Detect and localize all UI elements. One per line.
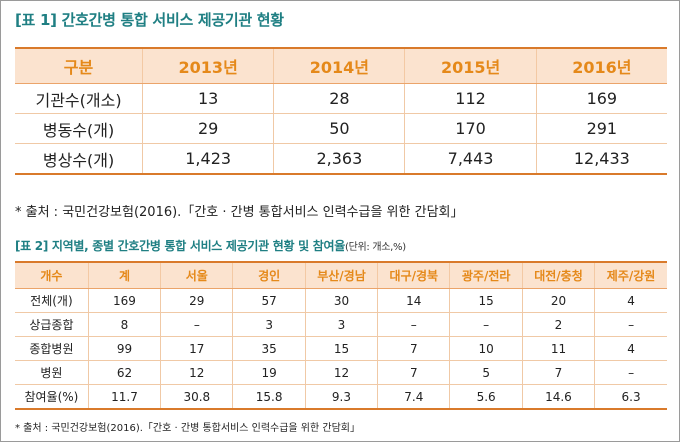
table1: 구분 2013년 2014년 2015년 2016년 기관수(개소) 13 28… bbox=[15, 47, 667, 175]
table2-cell: 7.4 bbox=[377, 384, 450, 410]
table2-header-cell: 광주/전라 bbox=[449, 261, 523, 289]
table1-header-cell: 2016년 bbox=[535, 47, 667, 84]
table1-cell: 50 bbox=[273, 113, 405, 144]
table2-cell: 7 bbox=[377, 336, 450, 361]
table1-cell: 29 bbox=[142, 113, 274, 144]
table1-row-label: 병동수(개) bbox=[15, 113, 143, 144]
table2-cell: 35 bbox=[232, 336, 306, 361]
table2-cell: 2 bbox=[521, 312, 595, 337]
table2-cell: 4 bbox=[594, 336, 667, 361]
table2-cell: 6.3 bbox=[594, 384, 667, 410]
table2-row: 전체(개) 169 29 57 30 14 15 20 4 bbox=[15, 288, 667, 313]
table2-title: [표 2] 지역별, 종별 간호간병 통합 서비스 제공기관 현황 및 참여율 bbox=[15, 239, 345, 253]
table2-row-label: 병원 bbox=[15, 360, 89, 385]
table2-cell: 15 bbox=[304, 336, 378, 361]
table2-cell: 11 bbox=[521, 336, 595, 361]
table2-cell: 9.3 bbox=[304, 384, 378, 410]
table1-cell: 13 bbox=[142, 83, 274, 114]
table1-cell: 2,363 bbox=[273, 143, 405, 175]
table2-row-label: 상급종합 bbox=[15, 312, 89, 337]
table1-row: 병동수(개) 29 50 170 291 bbox=[15, 113, 667, 144]
table1-cell: 291 bbox=[535, 113, 667, 144]
table2-header-row: 개수 계 서울 경인 부산/경남 대구/경북 광주/전라 대전/충청 제주/강원 bbox=[15, 261, 667, 289]
table2-cell: – bbox=[594, 312, 667, 337]
table2-header-cell: 부산/경남 bbox=[304, 261, 378, 289]
table1-header-row: 구분 2013년 2014년 2015년 2016년 bbox=[15, 47, 667, 84]
table2-cell: 11.7 bbox=[87, 384, 161, 410]
table1-row-label: 기관수(개소) bbox=[15, 83, 143, 114]
table1-row-label: 병상수(개) bbox=[15, 143, 143, 175]
table2-cell: 19 bbox=[232, 360, 306, 385]
table1-title: [표 1] 간호간병 통합 서비스 제공기관 현황 bbox=[15, 11, 284, 29]
table2-cell: 8 bbox=[87, 312, 161, 337]
table2-row-label: 종합병원 bbox=[15, 336, 89, 361]
table2-header-cell: 제주/강원 bbox=[594, 261, 667, 289]
table2-cell: 15.8 bbox=[232, 384, 306, 410]
table1-cell: 28 bbox=[273, 83, 405, 114]
table2-cell: 14 bbox=[377, 288, 450, 313]
table2-cell: 7 bbox=[377, 360, 450, 385]
table1-cell: 170 bbox=[404, 113, 537, 144]
table1-header-cell: 2014년 bbox=[273, 47, 405, 84]
table1-row: 기관수(개소) 13 28 112 169 bbox=[15, 83, 667, 114]
table1-cell: 169 bbox=[535, 83, 667, 114]
table2-cell: – bbox=[377, 312, 450, 337]
table2-header-cell: 대전/충청 bbox=[521, 261, 595, 289]
table2-row: 병원 62 12 19 12 7 5 7 – bbox=[15, 360, 667, 385]
table2-cell: 7 bbox=[521, 360, 595, 385]
table2-cell: 169 bbox=[87, 288, 161, 313]
table2-cell: 12 bbox=[304, 360, 378, 385]
table2-cell: 62 bbox=[87, 360, 161, 385]
table2-cell: 29 bbox=[160, 288, 233, 313]
table2-row: 종합병원 99 17 35 15 7 10 11 4 bbox=[15, 336, 667, 361]
table2-header-cell: 경인 bbox=[232, 261, 306, 289]
table1-cell: 12,433 bbox=[535, 143, 667, 175]
table2-cell: 17 bbox=[160, 336, 233, 361]
table2-unit: (단위: 개소,%) bbox=[344, 242, 406, 253]
table2-source-note: * 출처 : 국민건강보험(2016).「간호 · 간병 통합서비스 인력수급을… bbox=[15, 423, 360, 434]
table1-cell: 112 bbox=[404, 83, 537, 114]
table2-row: 참여율(%) 11.7 30.8 15.8 9.3 7.4 5.6 14.6 6… bbox=[15, 384, 667, 410]
table2-cell: 57 bbox=[232, 288, 306, 313]
table2-cell: 3 bbox=[304, 312, 378, 337]
table2-cell: 5 bbox=[449, 360, 523, 385]
table2-header-cell: 서울 bbox=[160, 261, 233, 289]
table1-header-cell: 2015년 bbox=[404, 47, 537, 84]
table2-cell: 99 bbox=[87, 336, 161, 361]
table2-cell: – bbox=[594, 360, 667, 385]
table2-row-label: 전체(개) bbox=[15, 288, 89, 313]
table1-cell: 1,423 bbox=[142, 143, 274, 175]
table2-cell: 10 bbox=[449, 336, 523, 361]
table2-cell: 5.6 bbox=[449, 384, 523, 410]
table1-header-cell: 구분 bbox=[15, 47, 143, 84]
table2-header-cell: 계 bbox=[87, 261, 161, 289]
table2-cell: 15 bbox=[449, 288, 523, 313]
table2: 개수 계 서울 경인 부산/경남 대구/경북 광주/전라 대전/충청 제주/강원… bbox=[15, 261, 667, 410]
table2-cell: – bbox=[160, 312, 233, 337]
table1-cell: 7,443 bbox=[404, 143, 537, 175]
table1-source-note: * 출처 : 국민건강보험(2016).「간호 · 간병 통합서비스 인력수급을… bbox=[15, 205, 464, 220]
table1-header-cell: 2013년 bbox=[142, 47, 274, 84]
table2-header-cell: 개수 bbox=[15, 261, 89, 289]
table1-row: 병상수(개) 1,423 2,363 7,443 12,433 bbox=[15, 143, 667, 175]
table2-row: 상급종합 8 – 3 3 – – 2 – bbox=[15, 312, 667, 337]
table2-cell: 3 bbox=[232, 312, 306, 337]
table2-cell: – bbox=[449, 312, 523, 337]
table2-cell: 30.8 bbox=[160, 384, 233, 410]
table2-title-line: [표 2] 지역별, 종별 간호간병 통합 서비스 제공기관 현황 및 참여율(… bbox=[15, 237, 406, 254]
table2-cell: 12 bbox=[160, 360, 233, 385]
table2-cell: 20 bbox=[521, 288, 595, 313]
table2-header-cell: 대구/경북 bbox=[377, 261, 450, 289]
table2-cell: 30 bbox=[304, 288, 378, 313]
table2-row-label: 참여율(%) bbox=[15, 384, 89, 410]
table2-cell: 4 bbox=[594, 288, 667, 313]
table2-cell: 14.6 bbox=[521, 384, 595, 410]
